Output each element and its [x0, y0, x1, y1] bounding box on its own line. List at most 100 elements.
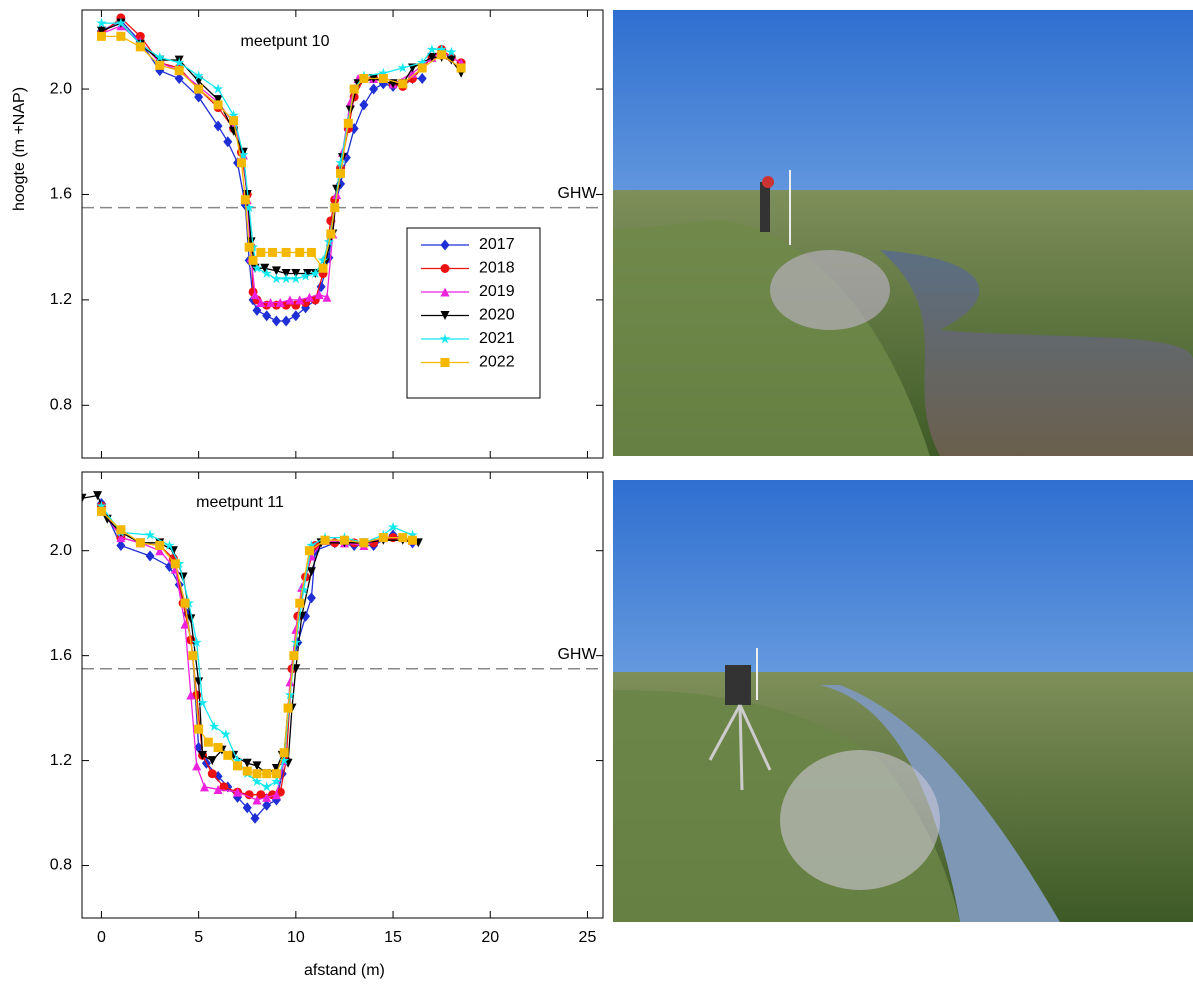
marker	[275, 298, 285, 308]
marker	[180, 619, 190, 629]
marker	[310, 268, 321, 278]
marker	[303, 269, 313, 279]
marker	[343, 118, 353, 128]
legend-marker	[440, 239, 450, 251]
marker	[456, 63, 466, 73]
marker	[213, 100, 223, 110]
marker	[144, 529, 156, 540]
marker	[262, 792, 272, 802]
series	[96, 15, 427, 327]
marker	[407, 535, 417, 545]
marker	[232, 755, 243, 766]
marker	[427, 52, 437, 62]
marker	[223, 750, 233, 760]
marker	[446, 55, 456, 65]
marker	[194, 84, 204, 94]
marker	[359, 99, 369, 111]
marker	[256, 247, 266, 257]
marker	[279, 748, 289, 758]
marker	[250, 812, 260, 824]
plot-frame	[81, 471, 604, 919]
legend-marker	[439, 333, 451, 344]
y-tick-label: 1.6	[50, 647, 72, 664]
marker	[213, 742, 223, 752]
reference-label: GHW	[557, 646, 597, 663]
marker	[155, 540, 165, 550]
legend-label: 2022	[479, 354, 515, 371]
marker	[271, 315, 281, 327]
marker	[280, 273, 292, 284]
marker	[198, 750, 208, 760]
marker	[186, 690, 196, 700]
marker	[271, 769, 281, 779]
marker	[228, 109, 239, 120]
marker	[397, 62, 408, 73]
marker	[116, 31, 126, 41]
marker	[197, 697, 208, 708]
marker	[252, 304, 262, 316]
x-tick-label: 20	[481, 929, 499, 946]
marker	[295, 295, 305, 305]
marker	[193, 70, 204, 81]
marker	[322, 292, 332, 302]
marker	[266, 298, 276, 308]
marker	[229, 116, 239, 126]
marker	[233, 761, 243, 771]
y-tick-label: 0.8	[50, 397, 72, 414]
marker	[242, 758, 252, 768]
marker	[417, 63, 427, 73]
marker	[271, 776, 282, 787]
marker	[173, 57, 185, 68]
marker	[199, 782, 209, 792]
marker	[213, 120, 223, 132]
marker	[252, 795, 262, 805]
marker	[268, 247, 278, 257]
y-tick-label: 1.2	[50, 752, 72, 769]
marker	[96, 26, 106, 36]
plot-area	[82, 491, 423, 824]
marker	[207, 756, 217, 766]
chart-panel: 0.8 1.2 1.6 2.0 GHW meetpunt 10 hoogte (m +NAP…	[11, 9, 604, 459]
marker	[115, 17, 127, 28]
marker	[339, 535, 349, 545]
marker	[135, 538, 145, 548]
marker	[212, 83, 224, 94]
marker	[306, 592, 316, 604]
marker	[436, 44, 447, 54]
marker	[261, 781, 272, 792]
marker	[320, 535, 330, 545]
plot-frame	[81, 9, 604, 459]
marker	[191, 637, 202, 647]
marker	[208, 720, 220, 731]
marker	[407, 529, 418, 540]
series	[82, 491, 423, 779]
chart-title: meetpunt 10	[241, 33, 330, 50]
chart-title: meetpunt 11	[196, 494, 284, 511]
x-tick-label: 15	[384, 929, 402, 946]
marker	[229, 126, 239, 136]
marker	[314, 290, 324, 300]
legend-label: 2019	[479, 283, 515, 300]
marker	[417, 73, 427, 85]
marker	[192, 761, 202, 771]
marker	[174, 66, 184, 76]
marker	[248, 255, 258, 265]
marker	[164, 539, 175, 550]
marker	[295, 598, 305, 608]
legend-label: 2020	[479, 307, 515, 324]
marker	[252, 761, 262, 771]
marker	[155, 546, 165, 556]
marker	[304, 546, 314, 556]
marker	[349, 123, 359, 135]
marker	[290, 273, 302, 284]
marker	[251, 262, 263, 273]
marker	[170, 559, 180, 569]
series	[96, 31, 466, 273]
marker	[116, 525, 126, 535]
marker	[220, 728, 232, 739]
marker	[96, 17, 107, 28]
marker	[304, 292, 314, 302]
marker	[291, 310, 301, 322]
marker	[407, 68, 417, 78]
y-tick-label: 2.0	[50, 542, 72, 559]
